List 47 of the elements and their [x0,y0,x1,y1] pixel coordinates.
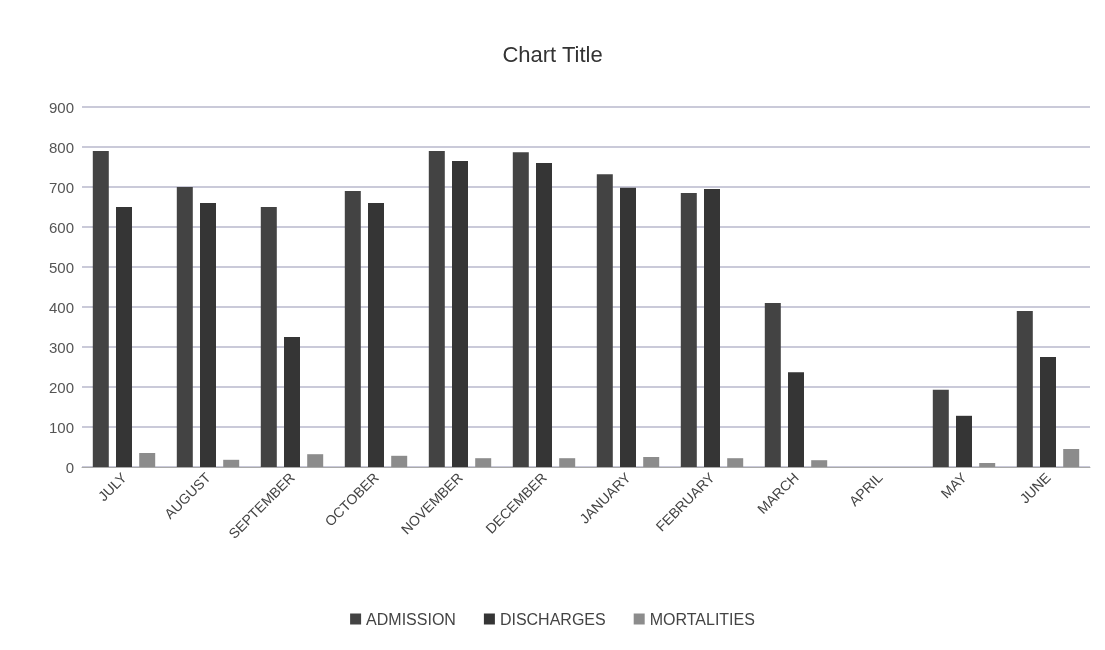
y-tick-label: 900 [48,98,74,116]
bar [200,203,216,467]
bar [176,187,193,467]
bar [223,459,240,467]
bar [811,460,828,467]
bar [932,389,949,467]
y-tick-label: 0 [65,458,74,476]
bar [1063,449,1080,467]
bar [1016,311,1033,467]
bar [536,163,552,467]
bar [307,454,324,467]
bar [979,463,996,467]
bar [764,303,781,467]
y-tick-label: 800 [48,138,74,156]
y-tick-label: 200 [48,378,74,396]
y-tick-label: 400 [48,298,74,316]
bar [1040,357,1056,467]
bar [620,187,636,467]
bar [475,458,492,467]
bar [260,207,277,467]
bar [788,372,804,467]
y-tick-label: 700 [48,178,74,196]
bar [680,193,697,467]
bar [116,207,132,467]
bar [368,203,384,467]
bar [344,191,361,467]
bar [284,337,300,467]
bar [391,455,408,467]
bar [704,189,720,467]
y-tick-label: 100 [48,418,74,436]
y-tick-label: 500 [48,258,74,276]
legend-label: ADMISSION [366,610,456,628]
bar [727,458,744,467]
bar [92,151,109,467]
bar [512,152,529,467]
bar [643,457,660,467]
y-tick-label: 600 [48,218,74,236]
y-tick-label: 300 [48,338,74,356]
bar [596,174,613,467]
bar [956,415,972,467]
chart-title: Chart Title [502,41,603,67]
bar [428,151,445,467]
bar [559,458,576,467]
legend-label: MORTALITIES [649,610,755,628]
bar [452,161,468,467]
bar [139,453,156,467]
legend-label: DISCHARGES [499,610,606,628]
